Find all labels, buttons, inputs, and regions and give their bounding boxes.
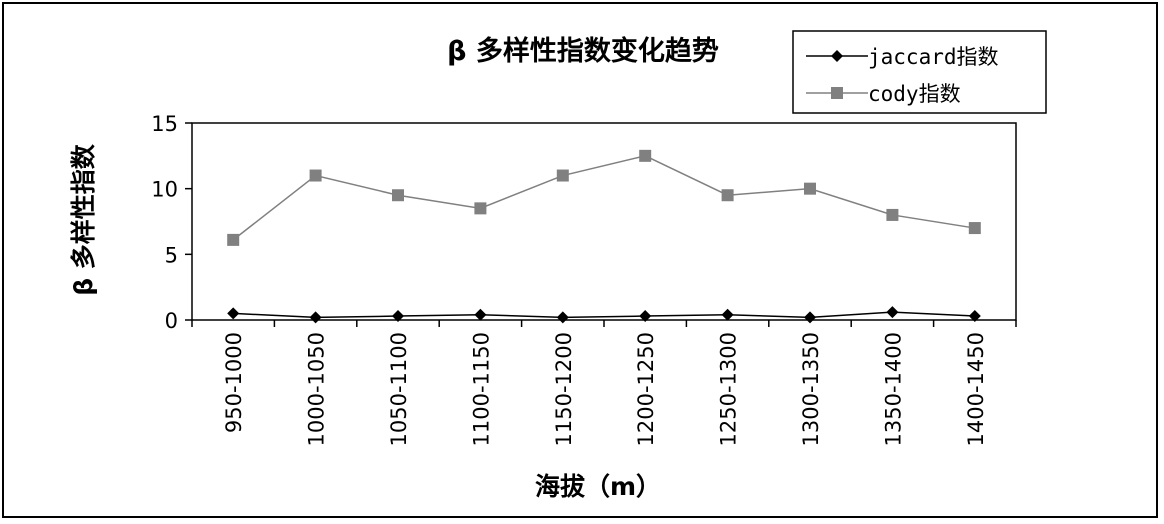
data-point (968, 310, 981, 323)
series-group (227, 149, 981, 324)
legend-cody-marker (831, 87, 843, 99)
chart-title: β 多样性指数变化趋势 (447, 35, 719, 67)
data-point (886, 208, 899, 221)
x-tick-label: 1000-1050 (305, 332, 329, 446)
data-point (392, 310, 404, 323)
x-tick-label: 950-1000 (222, 332, 246, 433)
data-point (639, 149, 652, 162)
plot-area (191, 122, 1017, 321)
legend: jaccard指数 cody指数 (792, 30, 1047, 114)
data-point (474, 202, 487, 215)
data-point (309, 169, 322, 182)
data-point (392, 189, 404, 202)
x-tick-label: 1200-1250 (634, 332, 658, 446)
series-line-1 (232, 155, 975, 241)
y-tick-label: 5 (165, 243, 178, 267)
x-tick-label: 1350-1400 (881, 332, 905, 446)
data-point (721, 189, 734, 202)
data-point (227, 307, 240, 320)
y-axis-label: β 多样性指数 (69, 143, 98, 296)
legend-jaccard-marker (831, 50, 843, 62)
x-tick-label: 1100-1150 (469, 332, 493, 446)
data-point (474, 308, 487, 321)
data-point (227, 233, 240, 246)
x-tick-label: 1400-1450 (964, 332, 988, 446)
data-point (556, 169, 569, 182)
series-line-0 (233, 311, 975, 319)
data-point (886, 306, 899, 319)
y-tick-label: 0 (165, 309, 178, 333)
x-tick-label: 1250-1300 (717, 332, 741, 446)
x-axis: 950-1000 1000-1050 1050-1100 1100-1150 1150-… (191, 320, 1017, 446)
x-tick-label: 1050-1100 (387, 332, 411, 446)
y-tick-label: 15 (151, 112, 178, 136)
x-axis-label: 海拔（m） (535, 472, 661, 501)
data-point (639, 310, 652, 323)
legend-cody-label: cody指数 (868, 82, 961, 106)
data-point (309, 311, 322, 324)
data-point (804, 311, 816, 324)
legend-box (792, 30, 1047, 114)
x-tick-label: 1150-1200 (552, 332, 576, 446)
y-axis: 0 5 10 15 (151, 112, 192, 333)
data-point (721, 308, 734, 321)
data-point (556, 311, 569, 324)
data-point (804, 182, 816, 195)
y-tick-label: 10 (151, 178, 178, 202)
x-tick-label: 1300-1350 (799, 332, 823, 446)
data-point (968, 222, 981, 235)
legend-jaccard-label: jaccard指数 (868, 45, 999, 69)
